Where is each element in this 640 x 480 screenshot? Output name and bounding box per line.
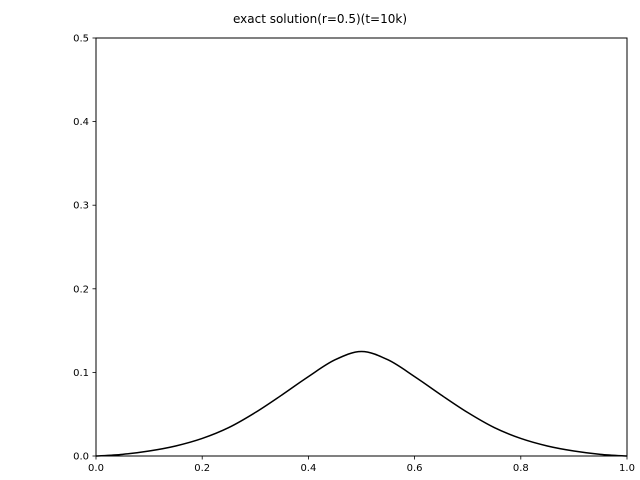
x-tick-label: 1.0 bbox=[619, 463, 635, 474]
y-tick-label: 0.4 bbox=[73, 117, 89, 128]
x-tick-label: 0.0 bbox=[88, 463, 104, 474]
y-axis: 0.0 0.1 0.2 0.3 0.4 0.5 bbox=[73, 34, 96, 463]
plot-frame bbox=[95, 37, 628, 457]
y-tick-label: 0.0 bbox=[73, 452, 89, 463]
x-axis: 0.0 0.2 0.4 0.6 0.8 1.0 bbox=[88, 456, 635, 474]
x-tick-label: 0.8 bbox=[513, 463, 529, 474]
series-line-0 bbox=[95, 350, 628, 457]
y-tick-label: 0.2 bbox=[73, 284, 89, 295]
plot-area bbox=[95, 350, 628, 457]
y-tick-label: 0.1 bbox=[73, 368, 89, 379]
chart-title: exact solution(r=0.5)(t=10k) bbox=[233, 12, 407, 26]
x-tick-label: 0.4 bbox=[300, 463, 316, 474]
x-tick-label: 0.6 bbox=[407, 463, 423, 474]
y-tick-label: 0.3 bbox=[73, 201, 89, 212]
y-tick-label: 0.5 bbox=[73, 34, 89, 45]
x-tick-label: 0.2 bbox=[194, 463, 210, 474]
